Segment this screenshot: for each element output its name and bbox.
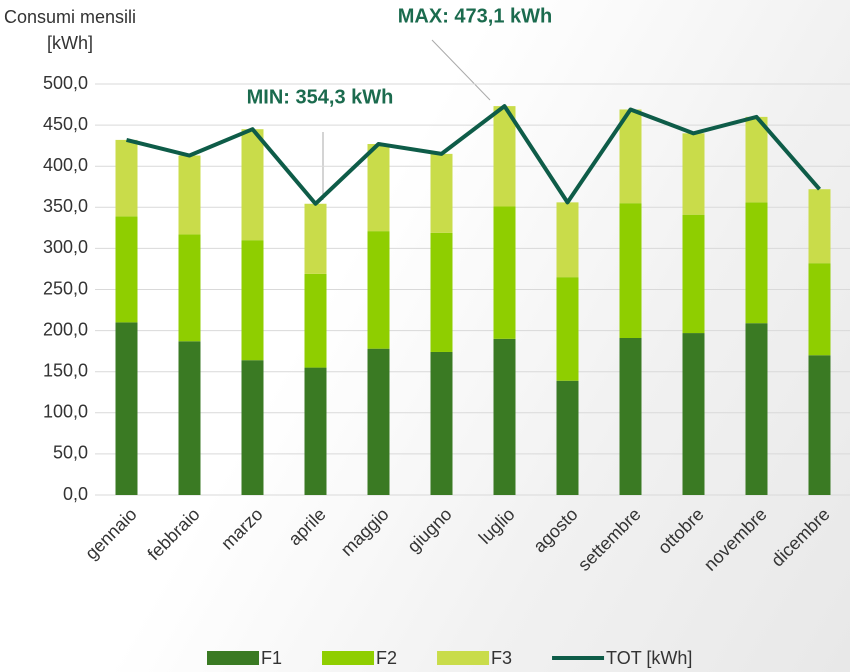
legend-swatch xyxy=(437,651,489,665)
legend-swatch xyxy=(322,651,374,665)
bar-segment xyxy=(242,129,264,240)
x-tick-label: marzo xyxy=(217,504,267,554)
legend-label: F1 xyxy=(261,648,282,668)
bar-segment xyxy=(179,341,201,495)
x-tick-label: febbraio xyxy=(144,504,204,564)
bar-segment xyxy=(494,339,516,495)
x-tick-label: agosto xyxy=(529,504,581,556)
y-tick-label: 350,0 xyxy=(43,196,88,216)
x-tick-label: maggio xyxy=(337,504,393,560)
x-tick-label: giugno xyxy=(403,504,455,556)
legend-label: F2 xyxy=(376,648,397,668)
y-tick-label: 100,0 xyxy=(43,402,88,422)
bar-segment xyxy=(179,234,201,341)
bar-segment xyxy=(557,277,579,381)
bar-segment xyxy=(305,274,327,368)
legend-label: TOT [kWh] xyxy=(606,648,692,668)
bar-segment xyxy=(809,355,831,495)
bar-segment xyxy=(683,133,705,214)
bar-segment xyxy=(809,189,831,263)
page: Consumi mensili [kWh] MIN: 354,3 kWh MAX… xyxy=(0,0,850,672)
bar-segment xyxy=(620,203,642,338)
y-tick-label: 450,0 xyxy=(43,114,88,134)
bar-segment xyxy=(242,360,264,495)
bar-segment xyxy=(431,352,453,495)
y-tick-label: 150,0 xyxy=(43,360,88,380)
bar-segment xyxy=(116,322,138,495)
y-tick-label: 50,0 xyxy=(53,443,88,463)
min-annotation: MIN: 354,3 kWh xyxy=(247,86,394,108)
y-tick-label: 400,0 xyxy=(43,155,88,175)
x-tick-label: settembre xyxy=(574,504,645,575)
bar-segment xyxy=(683,215,705,333)
bar-segment xyxy=(809,263,831,355)
bar-segment xyxy=(431,154,453,233)
bar-segment xyxy=(368,231,390,349)
y-tick-label: 300,0 xyxy=(43,237,88,257)
bar-segment xyxy=(746,323,768,495)
bar-segment xyxy=(431,233,453,352)
bar-segment xyxy=(116,216,138,322)
legend-label: F3 xyxy=(491,648,512,668)
y-tick-label: 200,0 xyxy=(43,319,88,339)
bar-segment xyxy=(368,349,390,495)
y-tick-label: 500,0 xyxy=(43,73,88,93)
x-tick-label: ottobre xyxy=(654,504,708,558)
bar-segment xyxy=(746,117,768,202)
bar-segment xyxy=(179,156,201,235)
max-leader xyxy=(432,40,490,100)
bar-segment xyxy=(305,368,327,495)
bar-segment xyxy=(620,338,642,495)
x-tick-label: dicembre xyxy=(767,504,833,570)
bar-segment xyxy=(116,140,138,216)
bar-segment xyxy=(368,144,390,231)
x-tick-label: novembre xyxy=(700,504,771,575)
bar-segment xyxy=(242,240,264,360)
x-tick-label: gennaio xyxy=(81,504,140,563)
bar-segment xyxy=(683,333,705,495)
y-tick-label: 250,0 xyxy=(43,278,88,298)
x-tick-label: luglio xyxy=(475,504,519,548)
chart: MIN: 354,3 kWh MAX: 473,1 kWh 0,0 50,0 100… xyxy=(0,0,850,672)
bar-segment xyxy=(494,206,516,338)
bar-segment xyxy=(557,202,579,277)
bar-segment xyxy=(557,381,579,495)
bar-segment xyxy=(746,202,768,323)
bar-segment xyxy=(305,204,327,274)
max-annotation: MAX: 473,1 kWh xyxy=(398,5,552,27)
x-tick-label: aprile xyxy=(284,504,329,549)
total-line xyxy=(127,106,820,204)
legend-swatch xyxy=(207,651,259,665)
y-tick-label: 0,0 xyxy=(63,484,88,504)
